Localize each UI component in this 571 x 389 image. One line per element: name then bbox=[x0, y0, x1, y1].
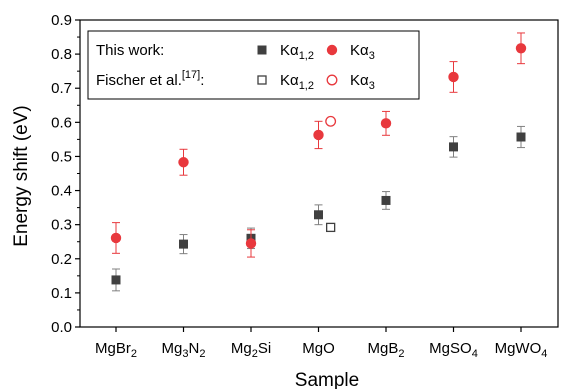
x-tick-label: MgO bbox=[302, 340, 335, 357]
series-fischer_ka12 bbox=[325, 222, 336, 233]
x-tick-label: MgWO4 bbox=[495, 340, 548, 360]
data-point bbox=[449, 142, 458, 152]
data-point bbox=[325, 115, 337, 127]
legend-entry-sub: 1,2 bbox=[299, 80, 314, 92]
legend-entry-name: Kα bbox=[350, 42, 369, 59]
x-tick-label: MgBr2 bbox=[95, 340, 137, 360]
x-tick-label-base: MgBr bbox=[95, 340, 131, 357]
legend-row-label: Fischer et al.[17]: bbox=[96, 69, 204, 89]
x-tick-label-base: MgB bbox=[368, 340, 399, 357]
data-point bbox=[110, 232, 122, 244]
legend-row-label: This work: bbox=[96, 42, 164, 59]
legend-marker bbox=[326, 74, 338, 86]
legend-entry-sub: 3 bbox=[369, 80, 375, 92]
series-this_ka3 bbox=[110, 32, 527, 258]
legend-entry-name: Kα bbox=[280, 42, 299, 59]
y-tick-label: 0.5 bbox=[51, 148, 72, 165]
y-tick-label: 0.8 bbox=[51, 46, 72, 63]
legend-row-label-text: Fischer et al. bbox=[96, 72, 182, 89]
x-tick-label-base: MgO bbox=[302, 340, 335, 357]
x-tick-label-sub: 3 bbox=[182, 348, 188, 360]
x-tick-label-sub: 4 bbox=[541, 348, 547, 360]
legend-marker bbox=[326, 44, 338, 56]
legend-entry-label: Kα3 bbox=[350, 72, 375, 92]
x-tick-label-sub: 2 bbox=[252, 348, 258, 360]
data-point bbox=[515, 43, 527, 54]
x-tick-label-rest: N bbox=[189, 340, 200, 357]
y-tick-label: 0.3 bbox=[51, 217, 72, 234]
x-tick-label: MgB2 bbox=[368, 340, 405, 360]
legend-entry-name: Kα bbox=[350, 72, 369, 89]
x-tick-label-rest: Si bbox=[258, 340, 271, 357]
y-tick-label: 0.7 bbox=[51, 80, 72, 97]
y-tick-label: 0.9 bbox=[51, 12, 72, 29]
x-tick-label-sub: 2 bbox=[131, 348, 137, 360]
legend-row-label-text: This work: bbox=[96, 42, 164, 59]
series-fischer_ka3 bbox=[325, 115, 337, 127]
y-tick-label: 0.6 bbox=[51, 114, 72, 131]
series-this_ka12 bbox=[111, 125, 526, 292]
x-tick-label-sub: 2 bbox=[398, 348, 404, 360]
x-tick-label-base: MgSO bbox=[429, 340, 472, 357]
legend-row-label-sup: [17] bbox=[182, 69, 200, 81]
legend-box bbox=[87, 30, 420, 100]
legend-marker bbox=[257, 45, 267, 55]
x-tick-label-sub: 4 bbox=[472, 348, 478, 360]
x-tick-label-base: MgWO bbox=[495, 340, 542, 357]
data-point bbox=[381, 195, 391, 205]
legend-entry-label: Kα1,2 bbox=[280, 42, 314, 62]
y-tick-label: 0.2 bbox=[51, 251, 72, 268]
data-point bbox=[380, 118, 392, 129]
legend-marker bbox=[257, 75, 267, 85]
legend-entry-sub: 3 bbox=[369, 50, 375, 62]
y-tick-label: 0.4 bbox=[51, 183, 72, 200]
data-marks bbox=[110, 32, 527, 292]
data-point bbox=[111, 275, 121, 285]
y-tick-label: 0.0 bbox=[51, 319, 72, 336]
data-point bbox=[325, 222, 336, 233]
data-point bbox=[516, 132, 526, 142]
legend-row-label-end: : bbox=[200, 72, 204, 89]
data-point bbox=[179, 239, 188, 249]
x-tick-label-base: Mg bbox=[231, 340, 252, 357]
legend-entry-label: Kα1,2 bbox=[280, 72, 314, 92]
x-tick-label-base: Mg bbox=[162, 340, 183, 357]
data-point bbox=[448, 71, 459, 83]
data-point bbox=[245, 238, 257, 249]
data-point bbox=[178, 157, 189, 168]
x-tick-label: Mg2Si bbox=[231, 340, 271, 360]
legend-entry-sub: 1,2 bbox=[299, 50, 314, 62]
legend-entry-name: Kα bbox=[280, 72, 299, 89]
x-tick-label: MgSO4 bbox=[429, 340, 478, 360]
x-tick-label: Mg3N2 bbox=[162, 340, 206, 360]
x-tick-label-sub: 2 bbox=[199, 348, 205, 360]
data-point bbox=[313, 129, 324, 141]
x-axis-label: Sample bbox=[295, 370, 359, 389]
y-axis-label: Energy shift (eV) bbox=[11, 105, 32, 247]
data-point bbox=[314, 210, 323, 220]
y-tick-label: 0.1 bbox=[51, 285, 72, 302]
legend-entry-label: Kα3 bbox=[350, 42, 375, 62]
